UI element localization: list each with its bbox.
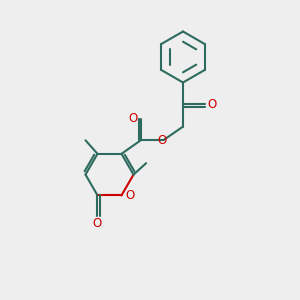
Text: O: O <box>157 134 166 147</box>
Text: O: O <box>207 98 216 111</box>
Text: O: O <box>93 218 102 230</box>
Text: O: O <box>128 112 137 125</box>
Text: O: O <box>125 189 134 202</box>
